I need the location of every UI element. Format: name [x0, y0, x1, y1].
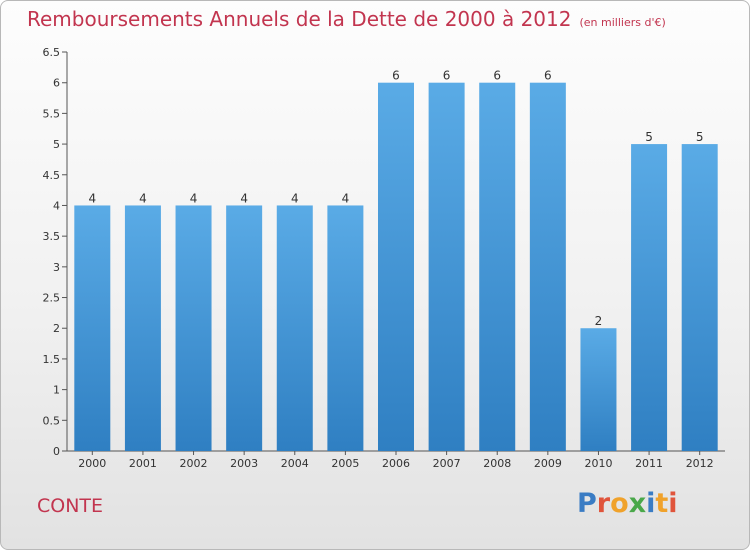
x-tick-label: 2009: [534, 457, 562, 470]
logo-letter: i: [668, 488, 678, 519]
chart-labels: 2000 4 2001 4 2002 4 2003 4 2004 4 2005 4 2006 6 2007 6…: [78, 69, 713, 470]
x-tick-label: 2007: [433, 457, 461, 470]
bar: [529, 82, 566, 451]
y-tick-label: 6: [53, 77, 60, 90]
data-label: 2: [595, 314, 603, 328]
x-tick-label: 2001: [129, 457, 157, 470]
data-label: 4: [139, 191, 147, 205]
bar: [74, 205, 111, 451]
logo-letter: o: [610, 488, 629, 519]
logo-letter: r: [596, 488, 611, 519]
y-tick-label: 6.5: [43, 46, 61, 59]
bar: [276, 205, 313, 451]
y-tick-label: 3.5: [43, 230, 61, 243]
bar: [631, 144, 668, 452]
x-tick-label: 2008: [483, 457, 511, 470]
y-tick-label: 5: [53, 138, 60, 151]
data-label: 4: [240, 191, 248, 205]
y-tick-label: 0.5: [43, 414, 61, 427]
data-label: 6: [392, 69, 400, 83]
y-tick-label: 0: [53, 445, 60, 458]
y-tick-label: 3: [53, 261, 60, 274]
y-tick-label: 1: [53, 384, 60, 397]
y-tick-label: 5.5: [43, 107, 61, 120]
bar: [124, 205, 161, 451]
bar: [681, 144, 718, 452]
bar: [327, 205, 364, 451]
y-tick-label: 2: [53, 322, 60, 335]
x-tick-label: 2005: [331, 457, 359, 470]
x-tick-label: 2012: [686, 457, 714, 470]
commune-name: CONTE: [37, 495, 104, 517]
data-label: 4: [88, 191, 96, 205]
logo-letter: x: [628, 488, 647, 519]
chart-unit: (en milliers d'€): [579, 16, 666, 29]
logo-letter: t: [655, 488, 669, 519]
x-tick-label: 2003: [230, 457, 258, 470]
chart-axes: 0 0.5 1 1.5 2 2.5 3 3.5 4 4.5 5 5.5 6 6.5: [43, 46, 725, 458]
data-label: 4: [342, 191, 350, 205]
data-label: 5: [645, 130, 653, 144]
y-tick-label: 4.5: [43, 169, 61, 182]
bar: [378, 82, 414, 451]
data-label: 5: [696, 130, 704, 144]
x-tick-label: 2004: [281, 457, 309, 470]
x-tick-label: 2000: [78, 457, 106, 470]
bar: [428, 82, 465, 451]
data-label: 6: [544, 69, 552, 83]
bar: [580, 328, 617, 451]
chart-bars: [74, 82, 718, 452]
bar: [175, 205, 212, 451]
chart-title: Remboursements Annuels de la Dette de 20…: [27, 7, 666, 31]
logo-letter: P: [577, 488, 597, 519]
logo-letter: i: [646, 488, 656, 519]
y-tick-label: 1.5: [43, 353, 61, 366]
x-tick-label: 2002: [180, 457, 208, 470]
chart-title-text: Remboursements Annuels de la Dette de 20…: [27, 7, 572, 31]
x-tick-label: 2011: [635, 457, 663, 470]
data-label: 6: [493, 69, 501, 83]
x-tick-label: 2006: [382, 457, 410, 470]
data-label: 4: [291, 191, 299, 205]
data-label: 6: [443, 69, 451, 83]
bar: [226, 205, 263, 451]
y-tick-label: 2.5: [43, 292, 61, 305]
proxiti-logo[interactable]: Proxiti: [577, 488, 678, 519]
data-label: 4: [190, 191, 198, 205]
y-tick-label: 4: [53, 199, 60, 212]
bar: [479, 82, 516, 451]
x-tick-label: 2010: [584, 457, 612, 470]
